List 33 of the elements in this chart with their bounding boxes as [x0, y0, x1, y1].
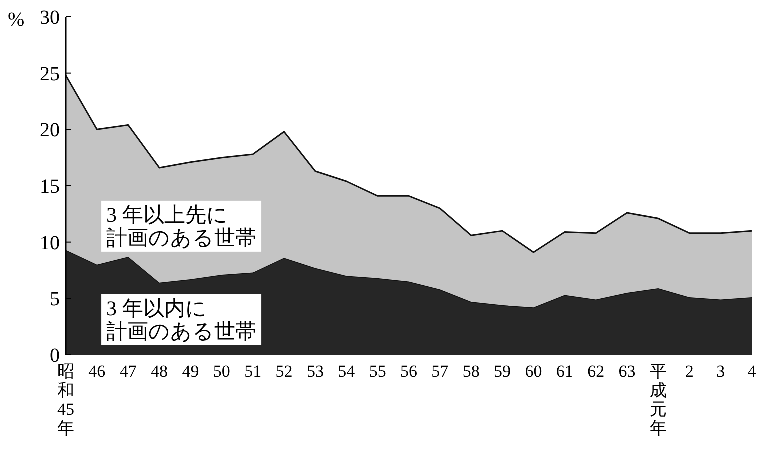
y-tick-label: 5	[50, 288, 60, 311]
y-tick-label: 15	[40, 176, 60, 198]
x-tick-label: 63	[618, 362, 636, 381]
x-tick-label: 61	[556, 362, 574, 381]
x-tick-label: 50	[213, 362, 230, 381]
x-tick-label: 60	[525, 362, 542, 381]
series-label: 3 年以上先に計画のある世帯	[106, 202, 257, 250]
x-tick-label: 53	[306, 362, 324, 381]
x-tick-label: 4	[748, 362, 757, 381]
x-tick-label: 平成元年	[650, 362, 667, 438]
y-tick-label: 10	[40, 232, 60, 254]
x-tick-label: 62	[588, 362, 605, 381]
series-label: 3 年以内に計画のある世帯	[106, 296, 257, 344]
x-tick-label: 52	[276, 362, 293, 381]
y-tick-label: 20	[40, 120, 60, 142]
x-tick-label: 57	[432, 362, 450, 381]
y-tick-label: 25	[40, 63, 60, 86]
x-tick-label: 58	[462, 362, 480, 381]
x-tick-label: 51	[244, 362, 262, 381]
x-tick-label: 2	[685, 362, 694, 381]
x-tick-label: 3	[716, 362, 726, 381]
x-tick-label: 47	[120, 362, 138, 381]
x-tick-label: 48	[151, 362, 168, 381]
x-tick-label: 49	[182, 362, 200, 381]
y-tick-label: 30	[40, 7, 60, 29]
y-axis-title: %	[8, 9, 25, 31]
x-tick-label: 59	[494, 362, 512, 381]
x-tick-label: 54	[338, 362, 356, 381]
x-tick-label: 56	[400, 362, 418, 381]
y-tick-label: 0	[50, 345, 60, 367]
x-tick-label: 昭和45年	[58, 362, 74, 438]
x-tick-label: 46	[88, 362, 106, 381]
x-tick-label: 55	[369, 362, 386, 381]
